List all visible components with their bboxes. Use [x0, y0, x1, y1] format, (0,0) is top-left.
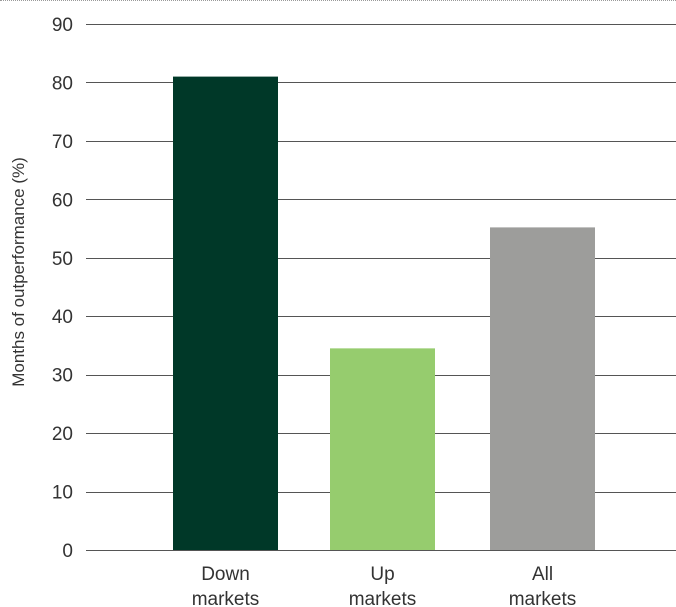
y-axis-ticks: 0 10 20 30 40 50 60 70 80 90 — [52, 15, 73, 562]
x-axis-labels: Down markets Up markets All markets — [192, 564, 577, 607]
y-tick-label: 80 — [52, 73, 73, 94]
top-dotted-border — [0, 0, 676, 1]
y-tick-label: 0 — [62, 541, 73, 562]
x-category-label: All — [532, 564, 553, 585]
y-tick-label: 70 — [52, 132, 73, 153]
y-tick-label: 30 — [52, 366, 73, 387]
y-tick-label: 40 — [52, 307, 73, 328]
bar-down-markets — [173, 76, 278, 550]
y-tick-label: 10 — [52, 483, 73, 504]
bar-up-markets — [330, 348, 435, 550]
y-axis-title: Months of outperformance (%) — [9, 157, 28, 387]
x-category-label: Down — [201, 564, 250, 585]
x-category-label: markets — [509, 589, 577, 607]
bar-all-markets — [490, 227, 595, 551]
x-category-label: markets — [349, 589, 417, 607]
y-tick-label: 90 — [52, 15, 73, 36]
y-tick-label: 20 — [52, 424, 73, 445]
x-category-label: markets — [192, 589, 260, 607]
x-category-label: Up — [370, 564, 394, 585]
bars — [173, 76, 595, 551]
y-tick-label: 50 — [52, 249, 73, 270]
y-tick-label: 60 — [52, 190, 73, 211]
